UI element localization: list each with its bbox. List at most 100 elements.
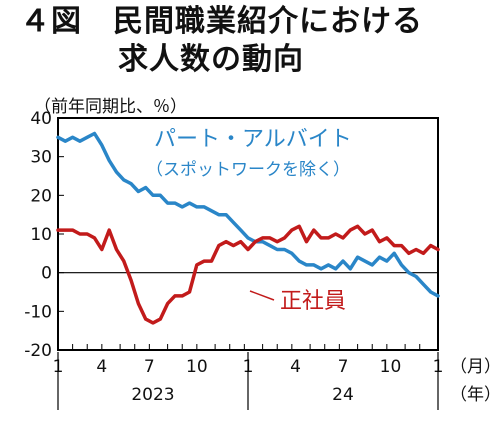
data-point-series-1	[166, 202, 169, 204]
data-point-series-1	[276, 248, 279, 251]
data-point-series-1	[115, 171, 118, 174]
y-tick-label: 40	[30, 109, 52, 129]
data-point-series-1	[217, 213, 220, 216]
y-axis-unit-label: （前年同期比、％）	[34, 97, 187, 117]
data-point-series-1	[305, 264, 308, 266]
data-point-series-1	[407, 271, 410, 274]
data-point-series-2	[393, 244, 396, 247]
data-point-series-1	[429, 291, 432, 293]
data-point-series-2	[195, 264, 198, 266]
data-point-series-2	[152, 322, 154, 324]
data-point-series-2	[320, 236, 322, 239]
data-point-series-2	[188, 291, 191, 293]
data-point-series-2	[290, 229, 293, 232]
plot-frame	[57, 117, 439, 351]
series-label-part-time: パート・アルバイト	[154, 127, 352, 152]
data-point-series-2	[122, 260, 125, 262]
data-point-series-2	[400, 244, 403, 247]
data-point-series-2	[130, 279, 132, 282]
x-month-label: 4	[96, 357, 107, 377]
y-tick-label: 0	[41, 264, 52, 284]
data-point-series-1	[86, 136, 89, 139]
data-point-series-2	[108, 229, 111, 232]
data-point-series-2	[342, 236, 344, 239]
data-point-series-2	[261, 236, 264, 239]
data-point-series-2	[64, 229, 67, 232]
data-point-series-1	[364, 260, 366, 262]
data-point-series-1	[210, 209, 213, 212]
x-month-label: 7	[144, 357, 155, 377]
label-leader-line	[249, 290, 275, 301]
chart-title-line2: 求人数の動向	[118, 42, 304, 77]
data-point-series-2	[254, 240, 257, 243]
data-point-series-1	[422, 283, 425, 286]
data-point-series-1	[283, 248, 286, 251]
data-point-series-1	[378, 256, 381, 259]
data-point-series-1	[342, 260, 344, 262]
data-point-series-2	[115, 248, 118, 251]
data-point-series-2	[232, 244, 235, 247]
data-point-series-1	[225, 213, 227, 216]
data-point-series-2	[247, 248, 249, 251]
data-point-series-2	[217, 244, 220, 247]
data-point-series-2	[225, 240, 227, 243]
data-point-series-1	[269, 244, 271, 247]
data-point-series-1	[371, 264, 374, 266]
data-point-series-1	[152, 194, 154, 197]
data-point-series-1	[437, 294, 439, 297]
data-point-series-1	[159, 194, 162, 197]
chart-title-line1: ４図 民間職業紹介における	[20, 4, 423, 39]
data-point-series-1	[71, 136, 74, 139]
data-point-series-1	[385, 260, 388, 262]
data-point-series-2	[283, 236, 286, 239]
data-point-series-1	[247, 236, 249, 239]
data-point-series-2	[415, 248, 417, 251]
data-point-series-2	[276, 240, 279, 243]
data-point-series-2	[166, 302, 169, 305]
data-point-series-2	[407, 252, 410, 255]
data-point-series-2	[437, 248, 439, 251]
data-point-series-1	[349, 267, 352, 270]
data-point-series-1	[327, 264, 330, 266]
data-point-series-1	[320, 267, 322, 270]
data-point-series-2	[385, 236, 388, 239]
series-sublabel-part-time: （スポットワークを除く）	[146, 160, 350, 180]
data-point-series-2	[137, 302, 140, 305]
data-point-series-2	[100, 248, 103, 251]
x-year-label: 2023	[131, 385, 174, 405]
data-point-series-1	[195, 206, 198, 208]
data-point-series-2	[422, 252, 425, 255]
data-point-series-2	[378, 240, 381, 243]
data-point-series-2	[79, 233, 81, 235]
data-point-series-1	[400, 264, 403, 266]
data-point-series-2	[312, 229, 315, 232]
x-month-unit: （月）	[450, 357, 501, 377]
data-point-series-2	[181, 294, 184, 297]
y-tick-label: 10	[30, 225, 52, 245]
data-point-series-2	[210, 260, 213, 262]
data-point-series-2	[334, 233, 337, 235]
x-year-unit: （年）	[450, 385, 501, 405]
data-point-series-2	[71, 229, 74, 232]
data-point-series-2	[93, 236, 96, 239]
data-point-series-1	[122, 178, 125, 181]
data-point-series-1	[188, 202, 191, 204]
data-point-series-1	[137, 190, 140, 193]
data-point-series-2	[429, 244, 432, 247]
data-point-series-1	[298, 260, 301, 262]
data-point-series-1	[203, 206, 206, 208]
data-point-series-1	[334, 267, 337, 270]
data-point-series-1	[181, 206, 184, 208]
y-tick-label: 30	[30, 148, 52, 168]
x-month-label: 10	[186, 357, 208, 377]
data-point-series-2	[305, 240, 308, 243]
data-point-series-2	[86, 233, 89, 235]
data-point-series-2	[174, 294, 176, 297]
data-point-series-2	[269, 236, 271, 239]
data-point-series-2	[356, 225, 359, 228]
data-point-series-2	[298, 225, 301, 228]
x-year-label: 24	[332, 385, 354, 405]
data-point-series-2	[144, 318, 147, 320]
data-point-series-2	[364, 233, 366, 235]
